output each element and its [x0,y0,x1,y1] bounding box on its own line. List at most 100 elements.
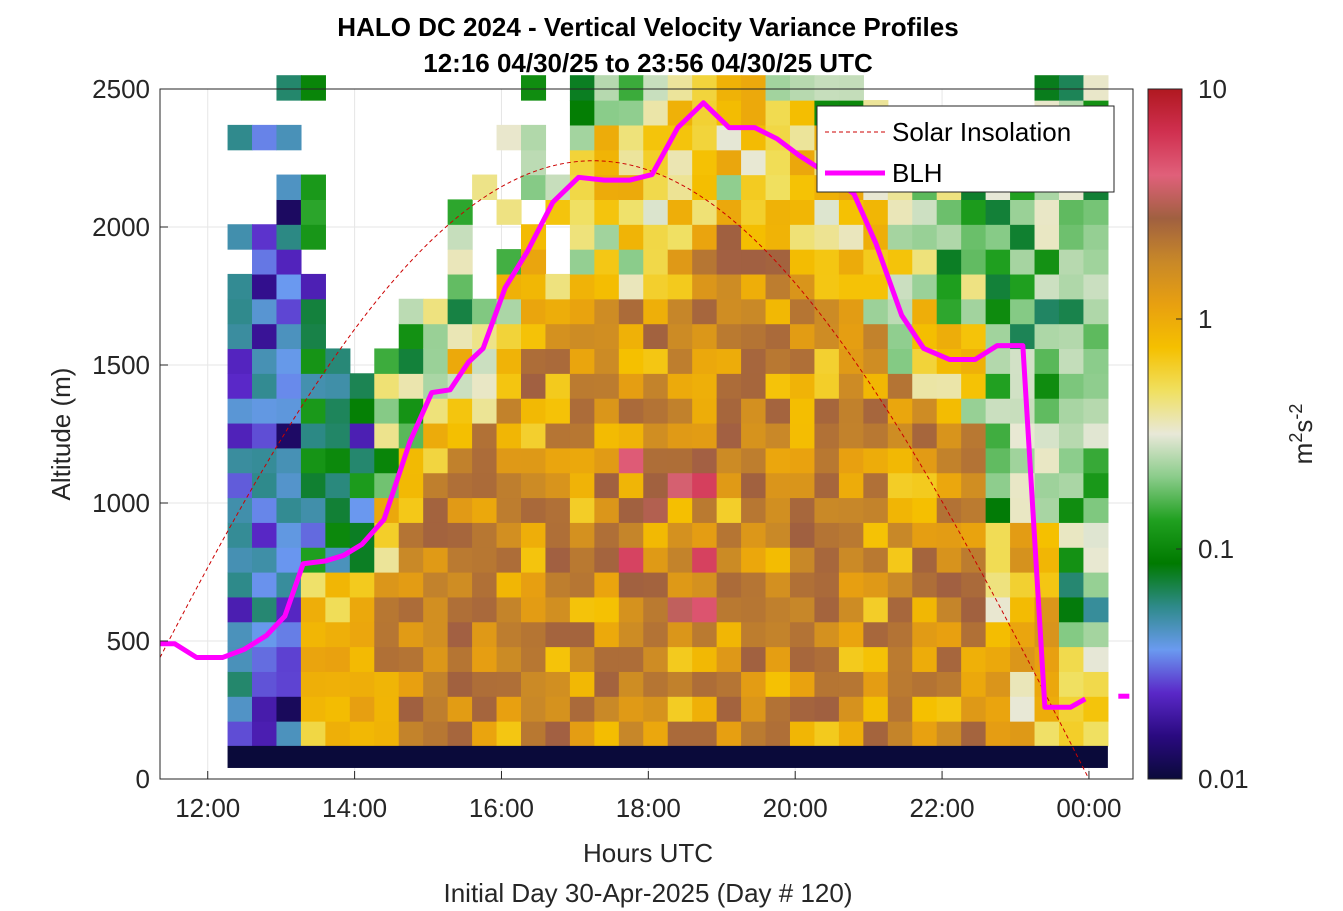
heatmap-cell [1010,547,1036,573]
heatmap-cell [716,174,742,200]
heatmap-cell [276,398,302,424]
heatmap-cell [838,373,864,399]
heatmap-cell [1010,298,1036,325]
heatmap-cell [863,447,889,474]
heatmap-cell [961,422,987,449]
heatmap-cell [252,472,278,499]
heatmap-cell [716,199,742,225]
heatmap-cell [838,447,864,474]
heatmap-cell [643,671,669,697]
heatmap-cell [398,547,424,573]
heatmap-cell [423,373,449,399]
heatmap-cell [765,149,791,176]
heatmap-cell [692,721,718,747]
heatmap-cell [618,100,644,126]
heatmap-cell [985,497,1011,523]
colorbar [1147,88,1183,780]
heatmap-cell [545,497,571,523]
heatmap-cell [300,497,326,523]
heatmap-cell [594,721,620,747]
heatmap-cell [741,373,767,399]
heatmap-cell [496,547,522,573]
heatmap-cell [349,422,375,449]
chart-title: HALO DC 2024 - Vertical Velocity Varianc… [337,12,958,42]
heatmap-cell [912,497,938,523]
x-tick-label-1: 14:00 [322,793,387,823]
heatmap-cell [789,422,816,449]
heatmap-cell [349,646,375,672]
heatmap-cell [227,398,253,424]
heatmap-cell [423,547,449,573]
heatmap-cell [692,199,718,225]
heatmap-cell [618,497,644,523]
heatmap-cell [300,621,326,648]
heatmap-cell [300,174,326,200]
heatmap-cell [643,124,669,151]
heatmap-cell [398,348,424,374]
heatmap-cell [1034,75,1060,101]
heatmap-cell [594,447,620,474]
heatmap-cell [936,572,962,598]
heatmap-cell [447,323,473,350]
heatmap-cell [838,696,864,722]
heatmap-cell [252,522,278,548]
heatmap-cell [912,572,938,598]
heatmap-cell [300,671,326,697]
heatmap-cell [765,100,791,126]
heatmap-cell [838,572,864,598]
heatmap-cell [936,621,962,648]
heatmap-cell [1010,596,1036,623]
heatmap-cell [618,596,644,623]
heatmap-cell [545,422,571,449]
x-tick-label-4: 20:00 [763,793,828,823]
heatmap-cell [325,621,351,648]
heatmap-cell [789,273,816,300]
heatmap-cell [398,522,424,548]
heatmap-cell [814,646,840,672]
heatmap-cell [741,100,767,126]
heatmap-cell [1034,273,1060,300]
heatmap-cell [227,547,253,573]
heatmap-cell [276,348,302,374]
heatmap-cell [252,596,278,623]
heatmap-cell [789,646,816,672]
heatmap-cell [1083,472,1109,499]
heatmap-cell [472,621,498,648]
heatmap-cell [1010,572,1036,598]
heatmap-cell [521,596,547,623]
heatmap-cell [423,348,449,374]
heatmap-cell [569,522,595,548]
heatmap-cell [423,671,449,697]
plot-frame [159,88,1134,780]
heatmap-cell [838,249,864,275]
heatmap-cell [765,621,791,648]
heatmap-cell [814,621,840,648]
heatmap-cell [423,621,449,648]
heatmap-cell [863,547,889,573]
heatmap-cell [912,224,938,250]
heatmap-cell [716,323,742,350]
heatmap-cell [912,646,938,672]
heatmap-cell [276,696,302,722]
heatmap-cell [472,174,498,200]
heatmap-cell [667,572,693,598]
heatmap-cell [252,124,278,151]
heatmap-cell [545,398,571,424]
heatmap-cell [643,174,669,200]
heatmap-cell [618,547,644,573]
heatmap-cell [472,422,498,449]
heatmap-cell [814,671,840,697]
heatmap-cell [594,373,620,399]
heatmap-cell [252,572,278,598]
heatmap-cell [741,671,767,697]
heatmap-cell [765,547,791,573]
heatmap-cell [716,572,742,598]
heatmap-cell [961,547,987,573]
heatmap-cell [814,75,840,101]
heatmap-cell [985,621,1011,648]
heatmap-cell [716,348,742,374]
heatmap-cell [912,273,938,300]
heatmap-cell [765,422,791,449]
heatmap-cell [472,721,498,747]
heatmap-cell [594,124,620,151]
